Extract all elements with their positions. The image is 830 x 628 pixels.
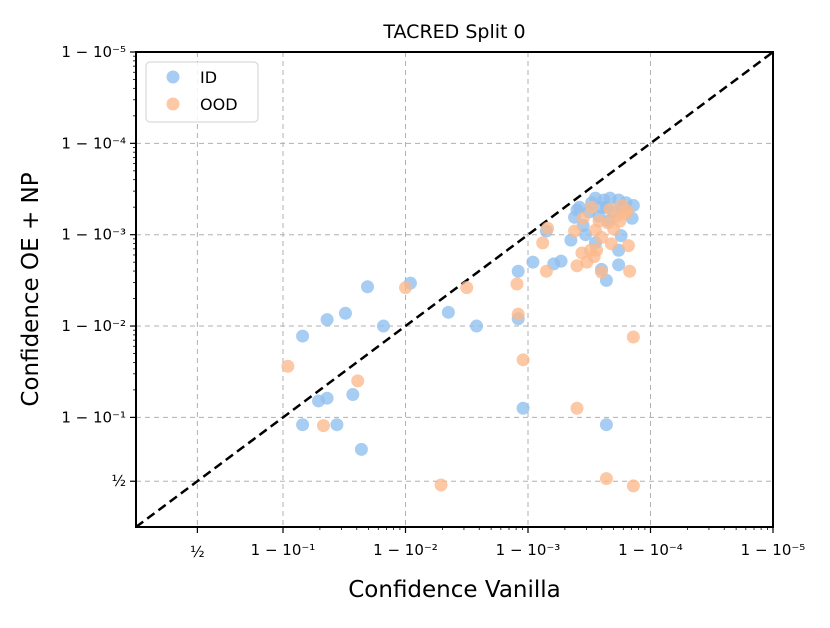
data-point-ood xyxy=(626,479,640,493)
x-tick-label: 1 − 10⁻⁴ xyxy=(618,541,683,559)
data-point-id xyxy=(441,305,455,319)
data-point-ood xyxy=(316,419,330,433)
data-point-ood xyxy=(516,353,530,367)
y-axis-label: Confidence OE + NP xyxy=(18,172,44,406)
data-point-id xyxy=(526,255,540,269)
data-point-id xyxy=(338,306,352,320)
x-tick-label: 1 − 10⁻³ xyxy=(496,541,561,559)
data-point-id xyxy=(579,228,593,242)
data-point-id xyxy=(354,442,368,456)
data-point-ood xyxy=(595,265,608,279)
data-point-ood xyxy=(604,237,618,251)
data-point-id xyxy=(330,418,344,432)
data-point-ood xyxy=(351,374,365,388)
data-point-ood xyxy=(585,200,599,214)
data-point-id xyxy=(511,264,525,278)
x-tick-label: ½ xyxy=(190,543,205,561)
plot-frame xyxy=(135,51,774,528)
axis-ticks xyxy=(130,51,774,533)
data-point-id xyxy=(599,418,613,432)
legend-label-ood: OOD xyxy=(200,95,238,114)
data-point-ood xyxy=(590,243,604,257)
data-point-ood xyxy=(511,307,525,321)
y-tick-label: 1 − 10⁻⁵ xyxy=(61,43,126,61)
data-point-ood xyxy=(399,281,412,295)
y-tick-label: 1 − 10⁻³ xyxy=(61,226,126,244)
data-point-id xyxy=(296,329,310,343)
data-point-ood xyxy=(623,264,637,278)
data-point-id xyxy=(612,258,626,272)
data-point-ood xyxy=(460,281,474,295)
legend-marker-id xyxy=(166,70,180,84)
y-tick-label: 1 − 10⁻¹ xyxy=(61,408,126,426)
data-point-ood xyxy=(626,330,640,344)
data-point-ood xyxy=(599,472,613,486)
x-axis-label: Confidence Vanilla xyxy=(348,577,561,603)
data-point-id xyxy=(470,319,484,333)
x-tick-label: 1 − 10⁻¹ xyxy=(251,541,316,559)
chart-title: TACRED Split 0 xyxy=(382,21,525,43)
data-point-id xyxy=(296,418,310,432)
data-point-ood xyxy=(576,211,590,225)
data-point-ood xyxy=(592,214,606,228)
data-point-id xyxy=(346,388,360,402)
y-tick-label: ½ xyxy=(111,472,126,490)
data-point-ood xyxy=(580,255,594,269)
legend: ID OOD xyxy=(145,61,259,123)
data-point-id xyxy=(320,313,334,327)
x-tick-label: 1 − 10⁻² xyxy=(373,541,438,559)
data-point-id xyxy=(516,401,530,415)
x-tick-label: 1 − 10⁻⁵ xyxy=(741,541,806,559)
tick-labels: ½ 1 − 10⁻¹ 1 − 10⁻² 1 − 10⁻³ 1 − 10⁻⁴ 1 − 10⁻… xyxy=(61,43,805,561)
data-points xyxy=(281,191,640,493)
data-point-ood xyxy=(434,478,448,492)
data-point-id xyxy=(376,319,390,333)
diagonal-reference-line xyxy=(135,50,774,529)
legend-label-id: ID xyxy=(200,68,217,87)
data-point-ood xyxy=(510,277,524,291)
data-point-id xyxy=(320,391,334,405)
legend-marker-ood xyxy=(166,97,180,111)
y-tick-label: 1 − 10⁻⁴ xyxy=(61,134,126,152)
data-point-ood xyxy=(570,259,584,273)
data-point-ood xyxy=(568,224,582,238)
data-point-ood xyxy=(539,264,553,278)
data-point-id xyxy=(361,280,375,294)
data-point-ood xyxy=(536,236,550,250)
data-point-ood xyxy=(570,401,584,415)
data-point-id xyxy=(554,254,568,268)
data-point-ood xyxy=(541,221,555,235)
data-point-ood xyxy=(620,204,634,218)
y-tick-label: 1 − 10⁻² xyxy=(61,317,126,335)
data-point-ood xyxy=(281,359,295,373)
data-point-ood xyxy=(621,239,635,253)
